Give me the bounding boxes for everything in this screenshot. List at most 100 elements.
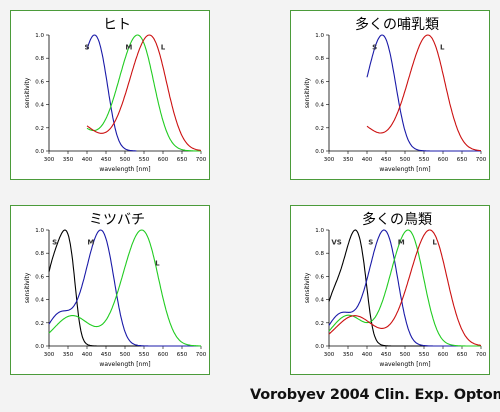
y-tick-label: 0.6 <box>315 274 324 280</box>
y-tick-label: 0.4 <box>35 103 44 109</box>
y-axis-label: sensitivity <box>304 77 311 108</box>
series-label: S <box>372 44 377 52</box>
x-tick-label: 500 <box>120 157 131 163</box>
y-tick-label: 0.8 <box>315 56 324 62</box>
y-tick-label: 0.0 <box>315 149 324 155</box>
y-tick-label: 0.4 <box>35 298 44 304</box>
chart-human: ヒト 300 350 400 450 500 550 600 650 700 0.0 0.2 0.4 0.… <box>24 17 207 173</box>
y-tick-label: 1.0 <box>315 33 324 39</box>
x-tick-label: 450 <box>381 352 392 358</box>
x-tick-label: 700 <box>196 157 207 163</box>
series-S-curve <box>366 34 481 152</box>
chart-title: 多くの鳥類 <box>362 211 432 228</box>
x-tick-label: 300 <box>44 157 55 163</box>
series-M-curve <box>328 229 481 347</box>
series-label: M <box>398 239 405 247</box>
chart-birds: 多くの鳥類 300 350 400 450 500 550 600 650 700 0.0 0.2 0.… <box>304 211 487 368</box>
series-M-curve <box>48 229 201 347</box>
series-label: S <box>368 239 373 247</box>
y-tick-label: 1.0 <box>35 33 44 39</box>
x-axis-label: wavelength [nm] <box>379 166 430 173</box>
x-tick-label: 650 <box>457 352 468 358</box>
y-tick-label: 0.0 <box>315 344 324 350</box>
y-tick-label: 0.2 <box>315 126 324 132</box>
series-label: S <box>84 44 89 52</box>
panel-birds: 多くの鳥類 300 350 400 450 500 550 600 650 700 0.0 0.2 0.… <box>290 205 490 375</box>
series-VS-curve <box>328 229 481 347</box>
y-tick-label: 0.6 <box>35 274 44 280</box>
y-axis-label: sensitivity <box>24 77 31 108</box>
chart-bee: ミツバチ 300 350 400 450 500 550 600 650 700 0.0 0.2 0.4… <box>24 212 207 368</box>
chart-title: ミツバチ <box>89 212 145 228</box>
x-tick-label: 550 <box>139 352 150 358</box>
panel-bee: ミツバチ 300 350 400 450 500 550 600 650 700 0.0 0.2 0.4… <box>10 205 210 375</box>
y-axis-label: sensitivity <box>24 272 31 303</box>
series-label: L <box>161 44 166 52</box>
x-tick-label: 350 <box>343 352 354 358</box>
x-tick-label: 550 <box>139 157 150 163</box>
y-tick-label: 0.4 <box>315 298 324 304</box>
y-tick-label: 0.4 <box>315 103 324 109</box>
series-L-curve <box>48 229 201 347</box>
series-label: VS <box>331 239 341 247</box>
x-tick-label: 550 <box>419 352 430 358</box>
y-tick-label: 0.2 <box>35 321 44 327</box>
series-L-curve <box>328 229 482 346</box>
x-axis-label: wavelength [nm] <box>99 361 150 368</box>
series-L-curve <box>366 34 482 152</box>
x-tick-label: 300 <box>324 352 335 358</box>
series-L-curve <box>86 34 202 151</box>
x-axis-label: wavelength [nm] <box>99 166 150 173</box>
series-S-curve <box>86 34 137 152</box>
y-axis-label: sensitivity <box>304 272 311 303</box>
x-tick-label: 400 <box>362 157 373 163</box>
x-tick-label: 650 <box>177 352 188 358</box>
series-label: M <box>87 239 94 247</box>
y-tick-label: 0.8 <box>35 56 44 62</box>
y-tick-label: 0.6 <box>315 79 324 85</box>
x-tick-label: 600 <box>438 352 449 358</box>
x-tick-label: 350 <box>63 157 74 163</box>
series-S-curve <box>328 229 481 347</box>
x-tick-label: 450 <box>101 157 112 163</box>
series-label: L <box>432 239 437 247</box>
series-label: S <box>52 239 57 247</box>
chart-mammals: 多くの哺乳類 300 350 400 450 500 550 600 650 700 0.0 0.2 0… <box>304 16 487 173</box>
y-tick-label: 0.2 <box>315 321 324 327</box>
y-tick-label: 0.8 <box>315 251 324 257</box>
panel-human: ヒト 300 350 400 450 500 550 600 650 700 0.0 0.2 0.4 0.… <box>10 10 210 180</box>
y-tick-label: 0.0 <box>35 149 44 155</box>
series-label: M <box>125 44 132 52</box>
panel-mammals: 多くの哺乳類 300 350 400 450 500 550 600 650 700 0.0 0.2 0… <box>290 10 490 180</box>
x-tick-label: 700 <box>476 157 487 163</box>
x-axis-label: wavelength [nm] <box>379 361 430 368</box>
x-tick-label: 700 <box>476 352 487 358</box>
x-tick-label: 500 <box>400 157 411 163</box>
x-tick-label: 400 <box>82 157 93 163</box>
series-S-curve <box>48 229 201 347</box>
x-tick-label: 350 <box>343 157 354 163</box>
x-tick-label: 600 <box>158 352 169 358</box>
x-tick-label: 500 <box>120 352 131 358</box>
y-tick-label: 0.0 <box>35 344 44 350</box>
y-tick-label: 0.2 <box>35 126 44 132</box>
x-tick-label: 650 <box>177 157 188 163</box>
y-tick-label: 1.0 <box>35 228 44 234</box>
x-tick-label: 450 <box>381 157 392 163</box>
y-tick-label: 0.6 <box>35 79 44 85</box>
x-tick-label: 350 <box>63 352 74 358</box>
x-tick-label: 700 <box>196 352 207 358</box>
x-tick-label: 400 <box>82 352 93 358</box>
x-tick-label: 300 <box>324 157 335 163</box>
x-tick-label: 300 <box>44 352 55 358</box>
x-tick-label: 650 <box>457 157 468 163</box>
x-tick-label: 600 <box>158 157 169 163</box>
x-tick-label: 550 <box>419 157 430 163</box>
x-tick-label: 450 <box>101 352 112 358</box>
y-tick-label: 0.8 <box>35 251 44 257</box>
x-tick-label: 500 <box>400 352 411 358</box>
series-label: L <box>440 44 445 52</box>
series-label: L <box>155 259 160 267</box>
chart-title: 多くの哺乳類 <box>355 16 439 33</box>
